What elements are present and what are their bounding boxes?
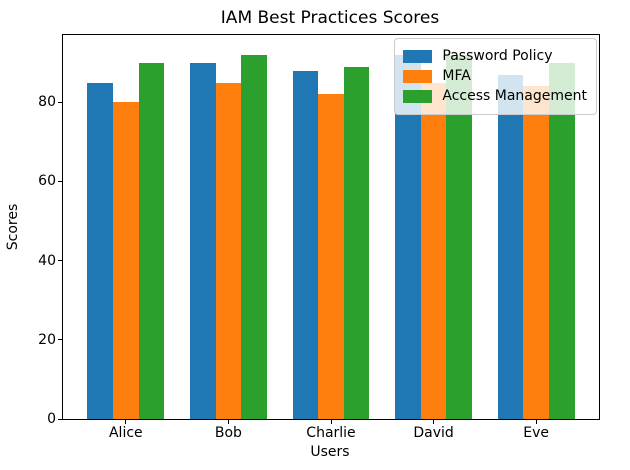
x-tick-label-eve: Eve — [523, 425, 550, 441]
y-tick-0 — [58, 418, 62, 420]
x-tick-eve — [535, 420, 537, 424]
legend-label-password-policy: Password Policy — [442, 48, 553, 64]
x-tick-label-charlie: Charlie — [306, 425, 356, 441]
x-tick-label-bob: Bob — [214, 425, 242, 441]
bar-eve-password-policy — [497, 74, 524, 419]
legend: Password Policy MFA Access Management — [394, 38, 597, 115]
y-tick-label-40: 40 — [38, 252, 56, 269]
legend-label-mfa: MFA — [442, 68, 471, 84]
legend-label-access-management: Access Management — [442, 88, 587, 104]
bar-alice-access-management — [138, 62, 165, 419]
y-tick-80 — [58, 101, 62, 103]
x-tick-alice — [125, 420, 127, 424]
y-tick-20 — [58, 339, 62, 341]
legend-item-password-policy: Password Policy — [403, 48, 587, 65]
bar-david-mfa — [420, 82, 447, 419]
chart-title: IAM Best Practices Scores — [220, 8, 440, 28]
bar-charlie-access-management — [343, 66, 370, 419]
bar-alice-password-policy — [87, 82, 113, 419]
bar-alice-mfa — [113, 102, 139, 419]
bar-eve-mfa — [523, 86, 549, 419]
bar-eve-access-management — [548, 62, 575, 419]
x-tick-charlie — [330, 420, 332, 424]
x-tick-label-alice: Alice — [108, 425, 143, 441]
y-tick-40 — [58, 260, 62, 262]
x-tick-label-david: David — [413, 425, 454, 441]
x-tick-david — [433, 420, 435, 424]
bar-bob-mfa — [215, 82, 242, 419]
plot-area: 0 20 40 60 80 Alice Bob Charlie David Eve Passwo… — [38, 34, 600, 441]
legend-swatch-mfa — [403, 70, 433, 83]
bar-david-access-management — [446, 54, 473, 419]
legend-item-access-management: Access Management — [403, 88, 587, 105]
bar-bob-access-management — [241, 54, 267, 419]
legend-item-mfa: MFA — [403, 68, 587, 85]
bar-bob-password-policy — [189, 62, 216, 419]
y-tick-label-60: 60 — [38, 173, 56, 190]
bar-charlie-password-policy — [292, 70, 319, 419]
y-tick-label-20: 20 — [38, 331, 56, 348]
x-axis-label: Users — [310, 444, 350, 460]
y-tick-label-80: 80 — [38, 94, 56, 111]
legend-swatch-access-management — [403, 90, 433, 103]
x-tick-bob — [227, 420, 229, 424]
y-tick-60 — [58, 180, 62, 182]
bar-david-password-policy — [395, 54, 421, 419]
bar-charlie-mfa — [318, 94, 344, 419]
y-tick-label-0: 0 — [47, 411, 56, 427]
legend-swatch-password-policy — [403, 50, 433, 63]
